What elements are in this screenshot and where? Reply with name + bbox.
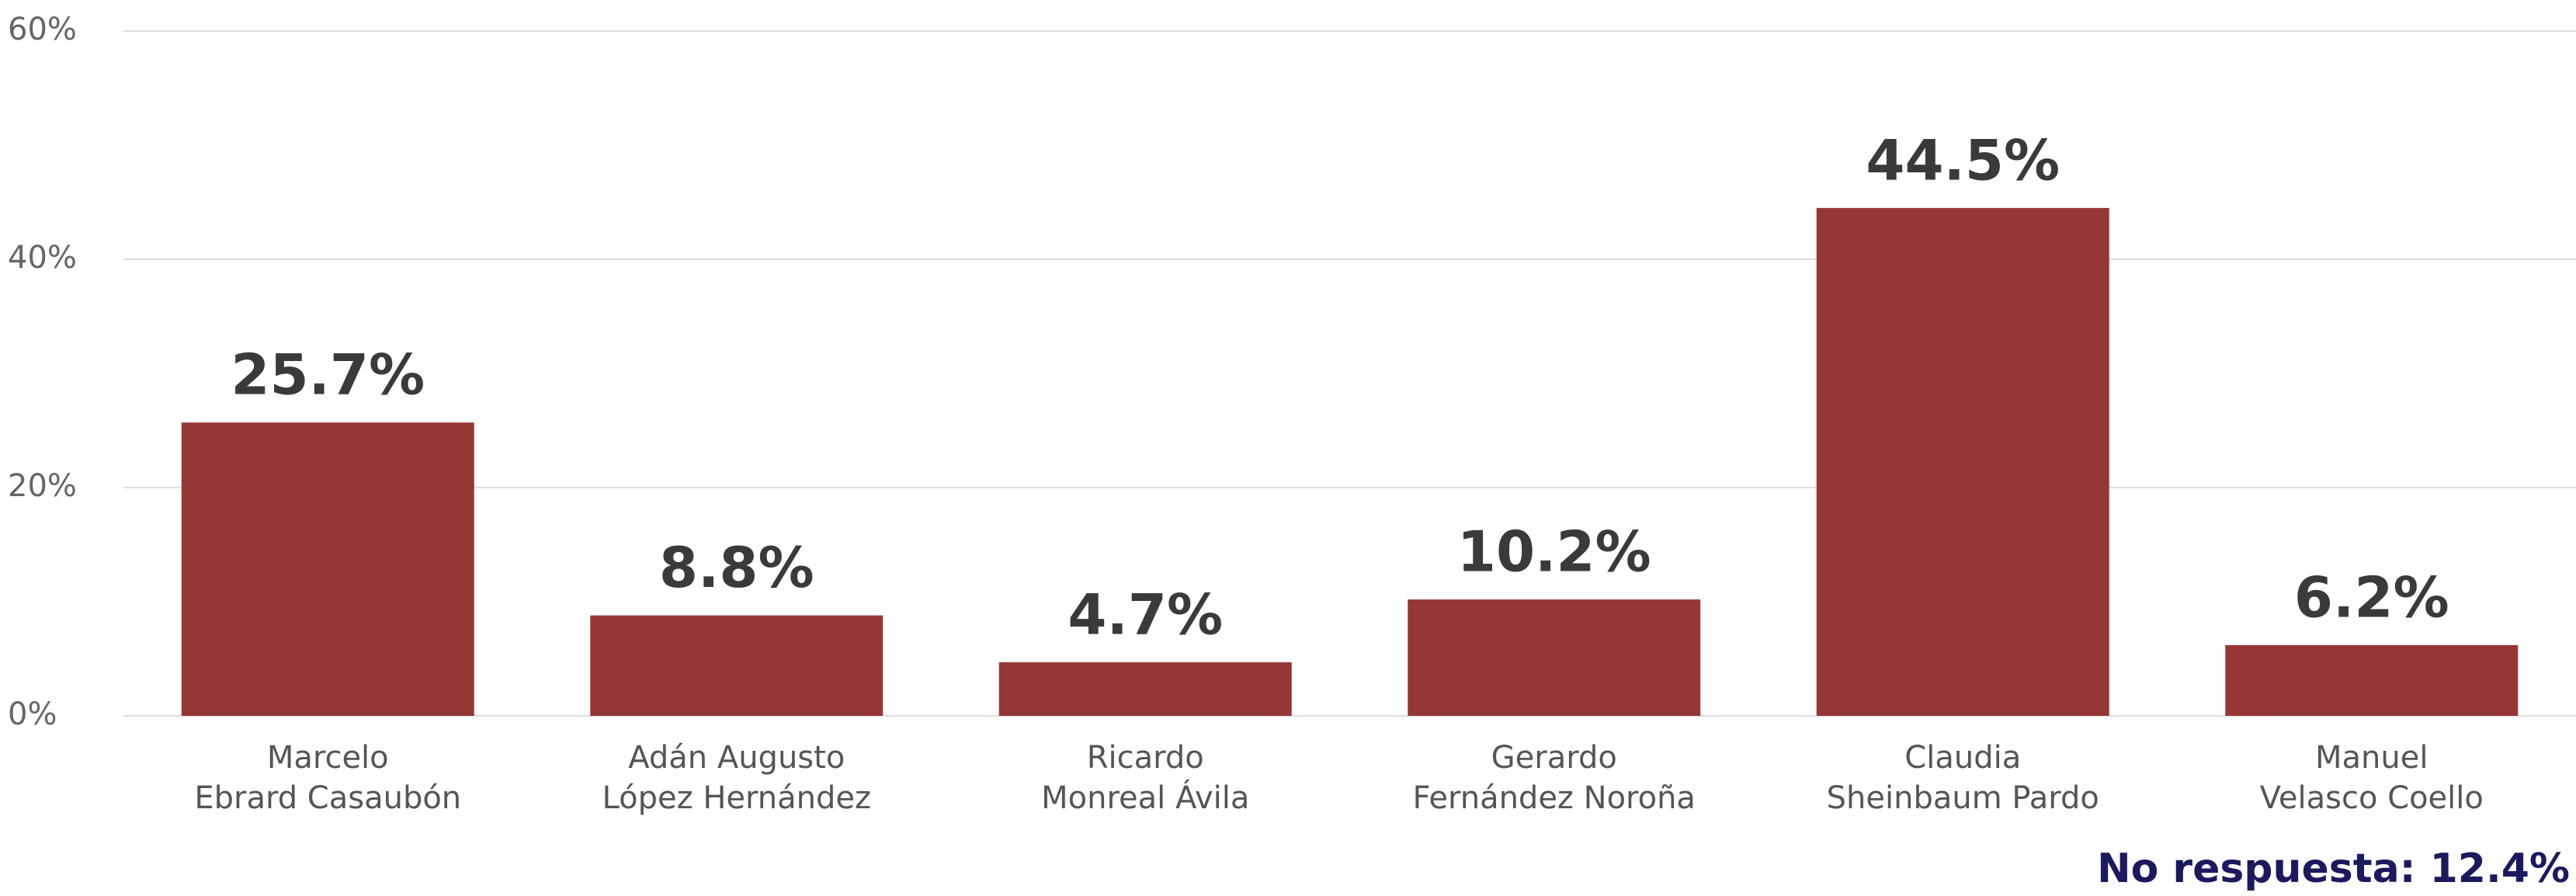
bar [2225, 644, 2519, 716]
x-tick-label: Ebrard Casaubón [194, 780, 461, 816]
annotation: No respuesta: 12.4% [2097, 846, 2570, 892]
x-tick-label: Adán Augusto [628, 740, 845, 776]
x-tick-label: Sheinbaum Pardo [1827, 780, 2099, 816]
x-tick-label: Velasco Coello [2260, 780, 2484, 816]
bar [1408, 599, 1701, 716]
y-tick-label: 40% [8, 240, 77, 276]
x-tick-label: Claudia [1904, 740, 2021, 776]
x-tick-label: Manuel [2315, 740, 2428, 776]
x-tick-label: Ricardo [1087, 740, 1204, 776]
y-tick-label: 20% [8, 468, 77, 504]
value-label: 6.2% [2294, 564, 2449, 630]
value-label: 8.8% [659, 535, 814, 600]
x-tick-label: Monreal Ávila [1041, 779, 1249, 816]
value-label: 10.2% [1457, 519, 1651, 585]
bar [590, 615, 884, 716]
value-label: 44.5% [1866, 127, 2060, 193]
bar [998, 662, 1292, 716]
x-tick-label: Fernández Noroña [1413, 780, 1696, 816]
bar [1816, 207, 2109, 717]
value-label: 4.7% [1068, 582, 1223, 647]
x-tick-label: Gerardo [1491, 740, 1617, 776]
x-tick-label: López Hernández [602, 780, 871, 816]
y-tick-label: 0% [8, 696, 57, 732]
x-tick-label: Marcelo [267, 740, 389, 776]
bar [181, 422, 474, 716]
value-label: 25.7% [231, 342, 425, 408]
y-tick-label: 60% [8, 12, 77, 47]
